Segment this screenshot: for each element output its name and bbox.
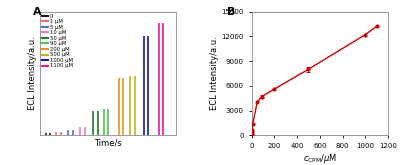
Text: B: B (227, 7, 235, 17)
X-axis label: $c_{\mathrm{CPM}}$/$\mu$M: $c_{\mathrm{CPM}}$/$\mu$M (303, 152, 337, 165)
X-axis label: Time/s: Time/s (94, 138, 122, 147)
Legend: 0, 1 μM, 5 μM, 10 μM, 50 μM, 90 μM, 200 μM, 500 μM, 1000 μM, 1100 μM: 0, 1 μM, 5 μM, 10 μM, 50 μM, 90 μM, 200 … (42, 13, 74, 69)
Y-axis label: ECL Intensity/a.u.: ECL Intensity/a.u. (28, 37, 37, 110)
Text: A: A (33, 7, 42, 17)
Y-axis label: ECL Intensity/a.u.: ECL Intensity/a.u. (210, 37, 219, 110)
